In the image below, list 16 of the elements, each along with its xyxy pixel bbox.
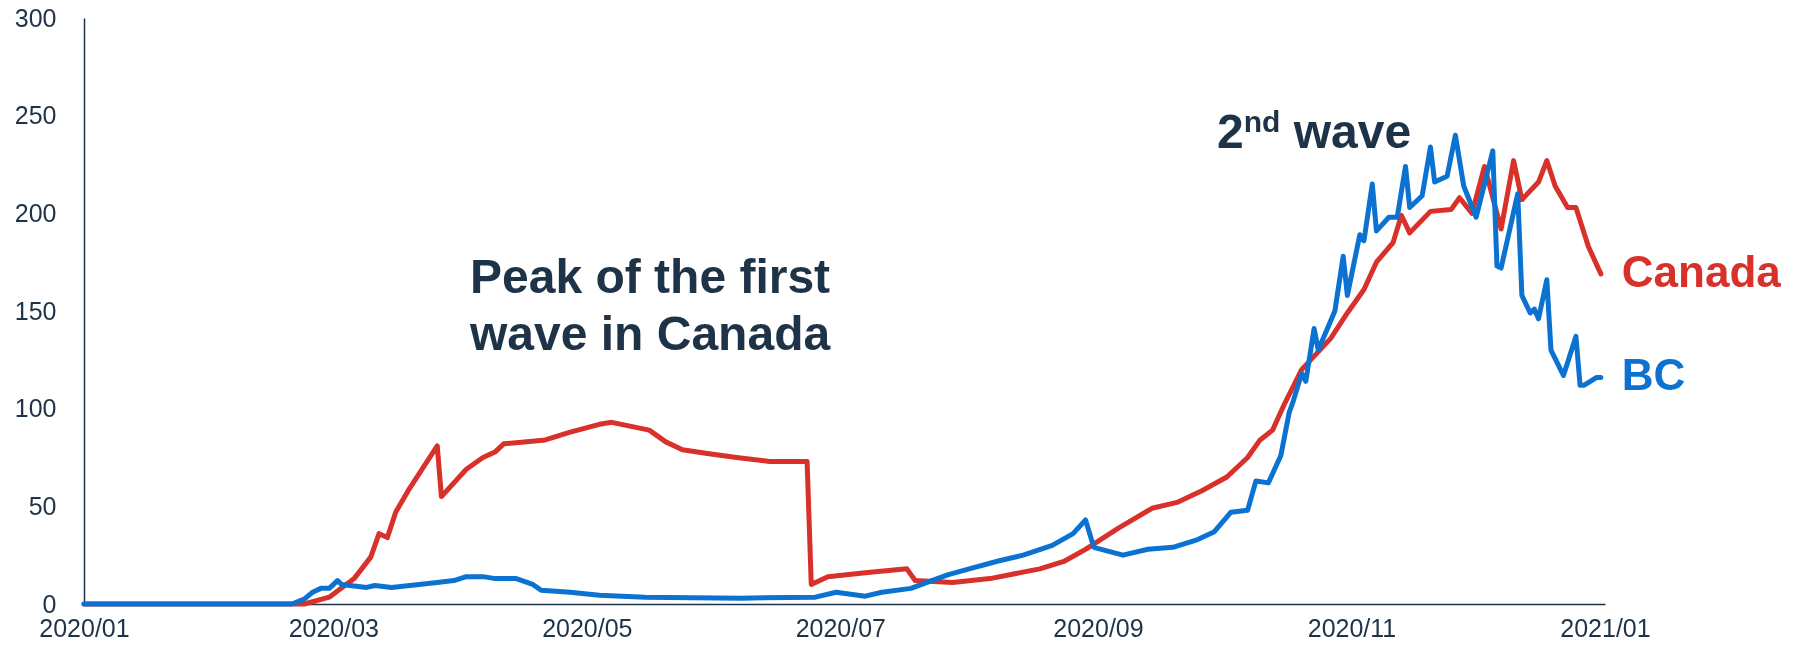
x-tick-label: 2020/09 — [1053, 613, 1144, 642]
annotation: Peak of the first wave in Canada — [469, 250, 831, 360]
y-tick-label: 150 — [14, 296, 57, 325]
series-label: Canada — [1621, 246, 1782, 296]
y-tick-label: 300 — [14, 3, 57, 32]
y-tick-label: 100 — [14, 394, 57, 423]
series-label: BC — [1621, 350, 1686, 400]
x-tick-label: 2020/03 — [288, 613, 380, 642]
x-tick-label: 2020/11 — [1307, 613, 1397, 642]
y-tick-label: 250 — [14, 101, 57, 130]
y-tick-label: 200 — [14, 198, 57, 227]
x-tick-label: 2021/01 — [1560, 613, 1651, 642]
y-tick-label: 50 — [28, 491, 57, 520]
x-tick-label: 2020/05 — [542, 613, 633, 642]
annotation: 2$^{nd}$ wave — [1217, 104, 1412, 158]
x-tick-label: 2020/07 — [795, 613, 887, 642]
